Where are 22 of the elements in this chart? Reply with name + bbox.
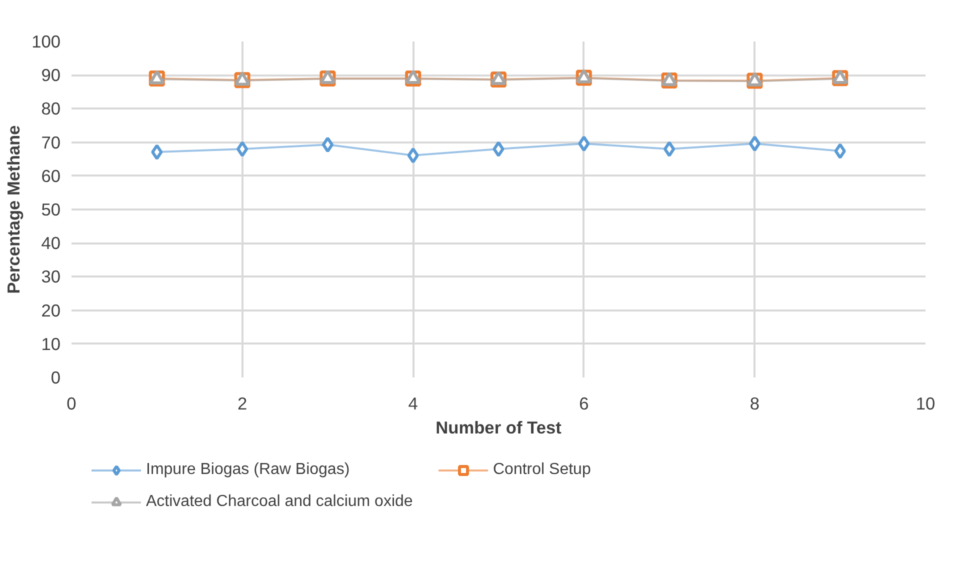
x-tick-label: 10	[916, 394, 936, 414]
y-tick-label: 80	[41, 98, 61, 119]
y-tick-label: 10	[41, 334, 61, 354]
y-axis-title: Percentage Methane	[4, 124, 24, 294]
y-tick-label: 60	[41, 166, 61, 186]
y-tick-label: 70	[41, 132, 61, 152]
legend-label: Activated Charcoal and calcium oxide	[146, 492, 414, 512]
x-tick-label: 0	[66, 394, 76, 414]
x-tick-label: 4	[408, 394, 418, 414]
y-tick-label: 100	[32, 32, 61, 52]
y-tick-label: 30	[41, 266, 61, 287]
y-tick-label: 0	[50, 368, 61, 388]
y-tick-label: 50	[41, 200, 61, 220]
legend-label: Control Setup	[493, 460, 592, 480]
y-tick-label: 90	[41, 65, 61, 86]
y-tick-label: 20	[41, 300, 61, 320]
x-tick-label: 8	[750, 394, 760, 414]
x-axis-title: Number of Test	[436, 418, 562, 438]
x-tick-label: 6	[579, 394, 589, 414]
y-tick-label: 40	[41, 233, 61, 254]
x-tick-label: 2	[237, 394, 248, 414]
legend-label: Impure Biogas (Raw Biogas)	[146, 460, 351, 480]
